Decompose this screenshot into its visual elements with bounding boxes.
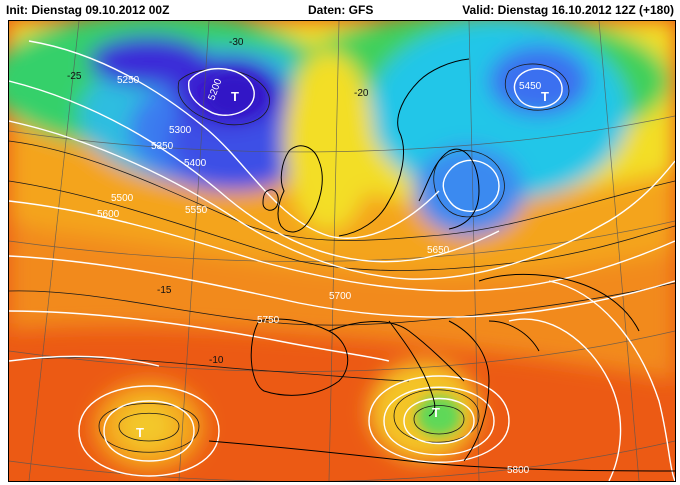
temperature-label: -15 [157, 285, 172, 296]
geopotential-label: 5250 [117, 75, 140, 86]
low-pressure-marker: T [432, 405, 440, 420]
weather-map-canvas: 5250 5200 5300 5350 5400 5450 5500 5550 … [9, 21, 675, 481]
temperature-label: -30 [229, 37, 244, 48]
map-grid [9, 21, 675, 481]
init-time-label: Init: Dienstag 09.10.2012 00Z [6, 3, 170, 17]
geopotential-label: 5600 [97, 209, 120, 220]
geopotential-label: 5450 [519, 81, 542, 92]
geopotential-contours [9, 40, 675, 481]
low-pressure-marker: T [541, 89, 549, 104]
geopotential-label: 5700 [329, 291, 352, 302]
low-pressure-marker: T [136, 425, 144, 440]
temperature-label: -20 [354, 88, 369, 99]
data-source-label: Daten: GFS [308, 3, 374, 17]
map-header: Init: Dienstag 09.10.2012 00Z Daten: GFS… [0, 0, 680, 20]
temperature-label: -25 [67, 71, 82, 82]
geopotential-label: 5550 [185, 205, 208, 216]
geopotential-label: 5350 [151, 141, 174, 152]
low-pressure-marker: T [231, 89, 239, 104]
weather-map: 5250 5200 5300 5350 5400 5450 5500 5550 … [8, 20, 676, 482]
temperature-label: -10 [209, 355, 224, 366]
geopotential-label: 5800 [507, 465, 530, 476]
geopotential-label: 5400 [184, 158, 207, 169]
geopotential-label: 5750 [257, 315, 280, 326]
geopotential-label: 5650 [427, 245, 450, 256]
geopotential-label: 5300 [169, 125, 192, 136]
coastlines [208, 58, 675, 472]
temperature-contours [9, 63, 675, 453]
valid-time-label: Valid: Dienstag 16.10.2012 12Z (+180) [462, 3, 674, 17]
geopotential-label: 5500 [111, 193, 134, 204]
